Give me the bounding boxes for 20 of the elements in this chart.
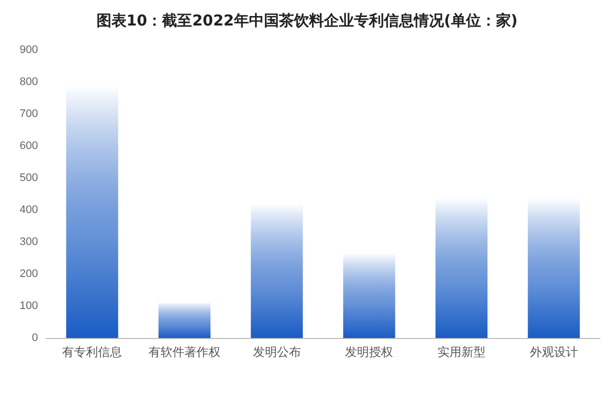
y-tick-label: 600: [20, 140, 38, 152]
x-tick-label: 发明授权: [345, 345, 394, 359]
x-tick-label: 发明公布: [252, 345, 301, 359]
bar: [158, 302, 210, 338]
y-tick-label: 0: [32, 332, 38, 344]
y-tick-label: 200: [20, 268, 38, 280]
y-tick-label: 900: [20, 44, 38, 56]
y-tick-label: 700: [20, 108, 38, 120]
y-tick-label: 300: [20, 236, 38, 248]
y-tick-label: 500: [20, 172, 38, 184]
y-tick-label: 100: [20, 300, 38, 312]
chart-title: 图表10：截至2022年中国茶饮料企业专利信息情况(单位：家): [96, 12, 518, 30]
x-tick-label: 外观设计: [530, 345, 578, 359]
bar: [343, 252, 396, 338]
bar: [250, 204, 303, 338]
y-tick-label: 400: [20, 204, 38, 216]
x-tick-label: 有软件著作权: [148, 345, 220, 359]
x-tick-label: 实用新型: [438, 345, 486, 359]
x-tick-label: 有专利信息: [62, 345, 122, 359]
y-tick-label: 800: [20, 76, 38, 88]
